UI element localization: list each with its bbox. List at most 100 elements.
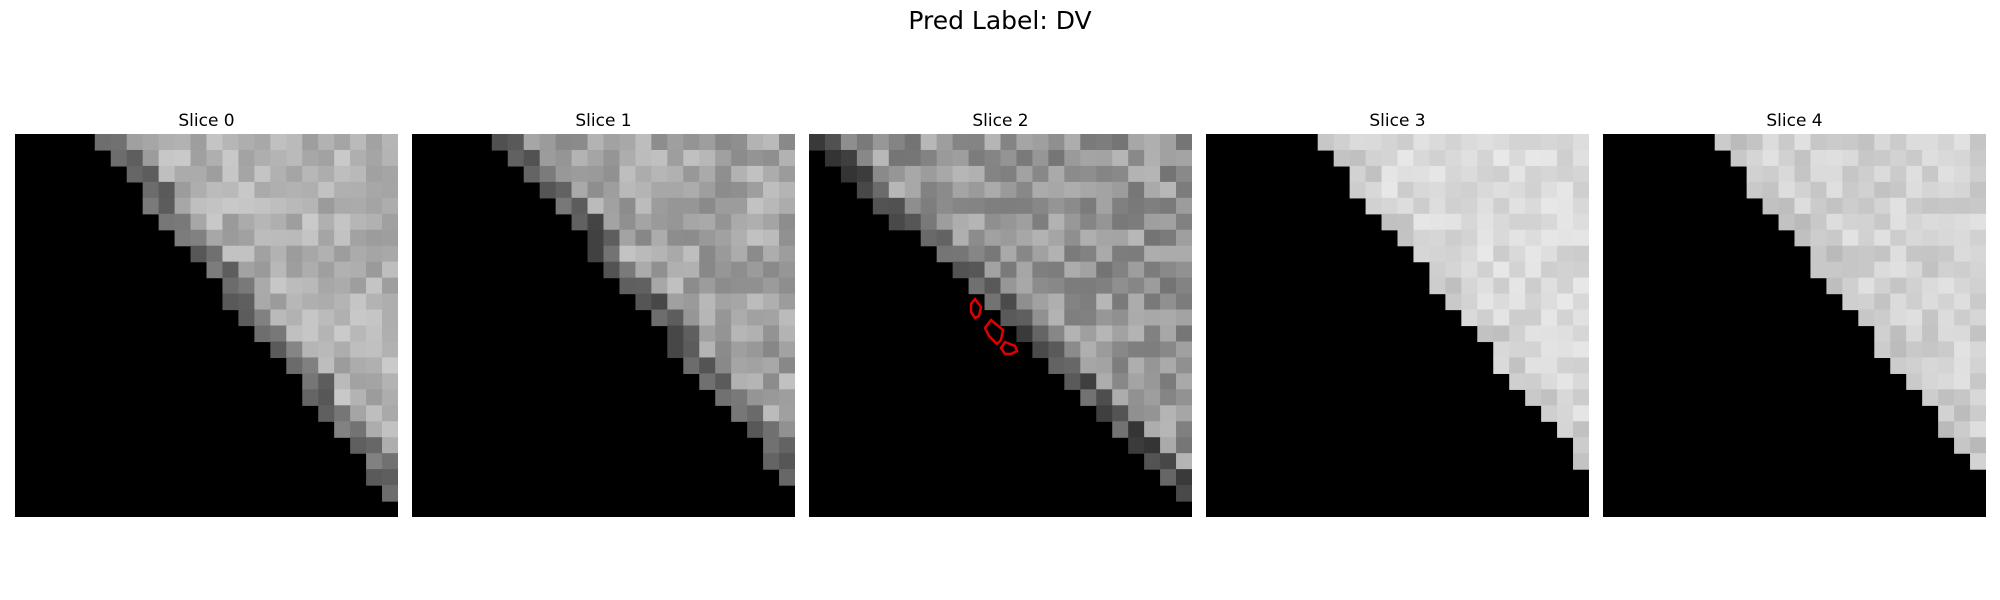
image-pixel — [936, 229, 954, 247]
image-pixel — [174, 165, 192, 183]
image-pixel — [1794, 213, 1812, 231]
image-pixel — [1160, 357, 1177, 374]
image-pixel — [1461, 197, 1478, 215]
image-pixel — [366, 197, 383, 215]
image-pixel — [1048, 261, 1065, 279]
image-pixel — [1016, 134, 1034, 151]
image-pixel — [1557, 405, 1574, 422]
image-pixel — [1128, 165, 1145, 183]
image-pixel — [1048, 293, 1065, 311]
image-pixel — [1890, 341, 1907, 359]
image-pixel — [1493, 229, 1510, 247]
image-pixel — [888, 149, 906, 167]
image-pixel — [1016, 197, 1034, 215]
image-pixel — [667, 245, 684, 263]
image-pixel — [1970, 421, 1986, 438]
image-pixel — [318, 373, 335, 390]
image-pixel — [936, 213, 954, 231]
image-pixel — [1080, 357, 1097, 374]
image-pixel — [1429, 165, 1446, 183]
image-pixel — [1160, 469, 1177, 486]
image-pixel — [952, 181, 970, 199]
slice-image — [15, 134, 398, 517]
image-pixel — [968, 213, 986, 231]
image-pixel — [1826, 261, 1843, 279]
image-pixel — [254, 165, 271, 183]
image-pixel — [286, 357, 303, 374]
image-pixel — [1365, 181, 1383, 199]
image-pixel — [747, 277, 764, 295]
image-pixel — [1096, 277, 1113, 295]
image-pixel — [1746, 149, 1764, 167]
image-pixel — [856, 149, 874, 167]
image-pixel — [1064, 373, 1081, 390]
image-pixel — [683, 325, 700, 343]
image-pixel — [1032, 325, 1049, 343]
image-pixel — [699, 229, 716, 247]
slice-title: Slice 4 — [1766, 111, 1823, 131]
image-pixel — [1493, 309, 1510, 327]
image-pixel — [238, 213, 255, 231]
image-pixel — [1874, 341, 1891, 359]
image-pixel — [888, 134, 906, 151]
image-pixel — [1493, 134, 1510, 151]
image-pixel — [1493, 357, 1510, 374]
image-pixel — [1477, 245, 1494, 263]
image-pixel — [1509, 181, 1526, 199]
image-pixel — [699, 245, 716, 263]
image-pixel — [984, 181, 1002, 199]
image-pixel — [683, 197, 700, 215]
image-pixel — [1954, 229, 1971, 247]
image-pixel — [1128, 437, 1145, 454]
slice-title: Slice 1 — [575, 111, 632, 131]
image-pixel — [1573, 261, 1589, 279]
image-pixel — [1557, 341, 1574, 359]
image-pixel — [1429, 149, 1446, 167]
image-pixel — [1746, 165, 1764, 183]
image-pixel — [1112, 197, 1129, 215]
image-pixel — [1000, 165, 1018, 183]
image-pixel — [1557, 181, 1574, 199]
image-pixel — [270, 197, 287, 215]
image-pixel — [1493, 213, 1510, 231]
image-pixel — [366, 149, 383, 167]
image-pixel — [318, 181, 335, 199]
image-pixel — [856, 181, 874, 199]
image-pixel — [683, 261, 700, 279]
image-pixel — [1858, 165, 1875, 183]
image-pixel — [366, 134, 383, 151]
image-pixel — [635, 149, 652, 167]
image-pixel — [254, 134, 271, 151]
image-pixel — [1890, 245, 1907, 263]
image-pixel — [1000, 229, 1018, 247]
image-pixel — [1128, 405, 1145, 422]
image-pixel — [382, 341, 398, 359]
image-pixel — [270, 181, 287, 199]
slice-title: Slice 0 — [178, 111, 235, 131]
image-pixel — [1509, 229, 1526, 247]
image-pixel — [699, 149, 716, 167]
image-pixel — [1573, 325, 1589, 343]
image-pixel — [1573, 197, 1589, 215]
image-pixel — [318, 213, 335, 231]
image-pixel — [286, 181, 303, 199]
image-pixel — [856, 134, 874, 151]
image-pixel — [904, 134, 922, 151]
image-pixel — [603, 213, 621, 231]
image-pixel — [1064, 341, 1081, 359]
image-pixel — [683, 149, 700, 167]
image-pixel — [190, 197, 208, 215]
image-pixel — [1349, 165, 1367, 183]
image-pixel — [1445, 149, 1462, 167]
image-pixel — [1461, 134, 1478, 151]
image-pixel — [1922, 134, 1939, 151]
slice-image — [809, 134, 1192, 517]
image-pixel — [206, 229, 224, 247]
image-pixel — [350, 245, 367, 263]
image-pixel — [1064, 357, 1081, 374]
image-pixel — [635, 197, 652, 215]
image-pixel — [1461, 277, 1478, 295]
image-pixel — [1938, 197, 1955, 215]
image-pixel — [1890, 149, 1907, 167]
image-pixel — [1112, 213, 1129, 231]
